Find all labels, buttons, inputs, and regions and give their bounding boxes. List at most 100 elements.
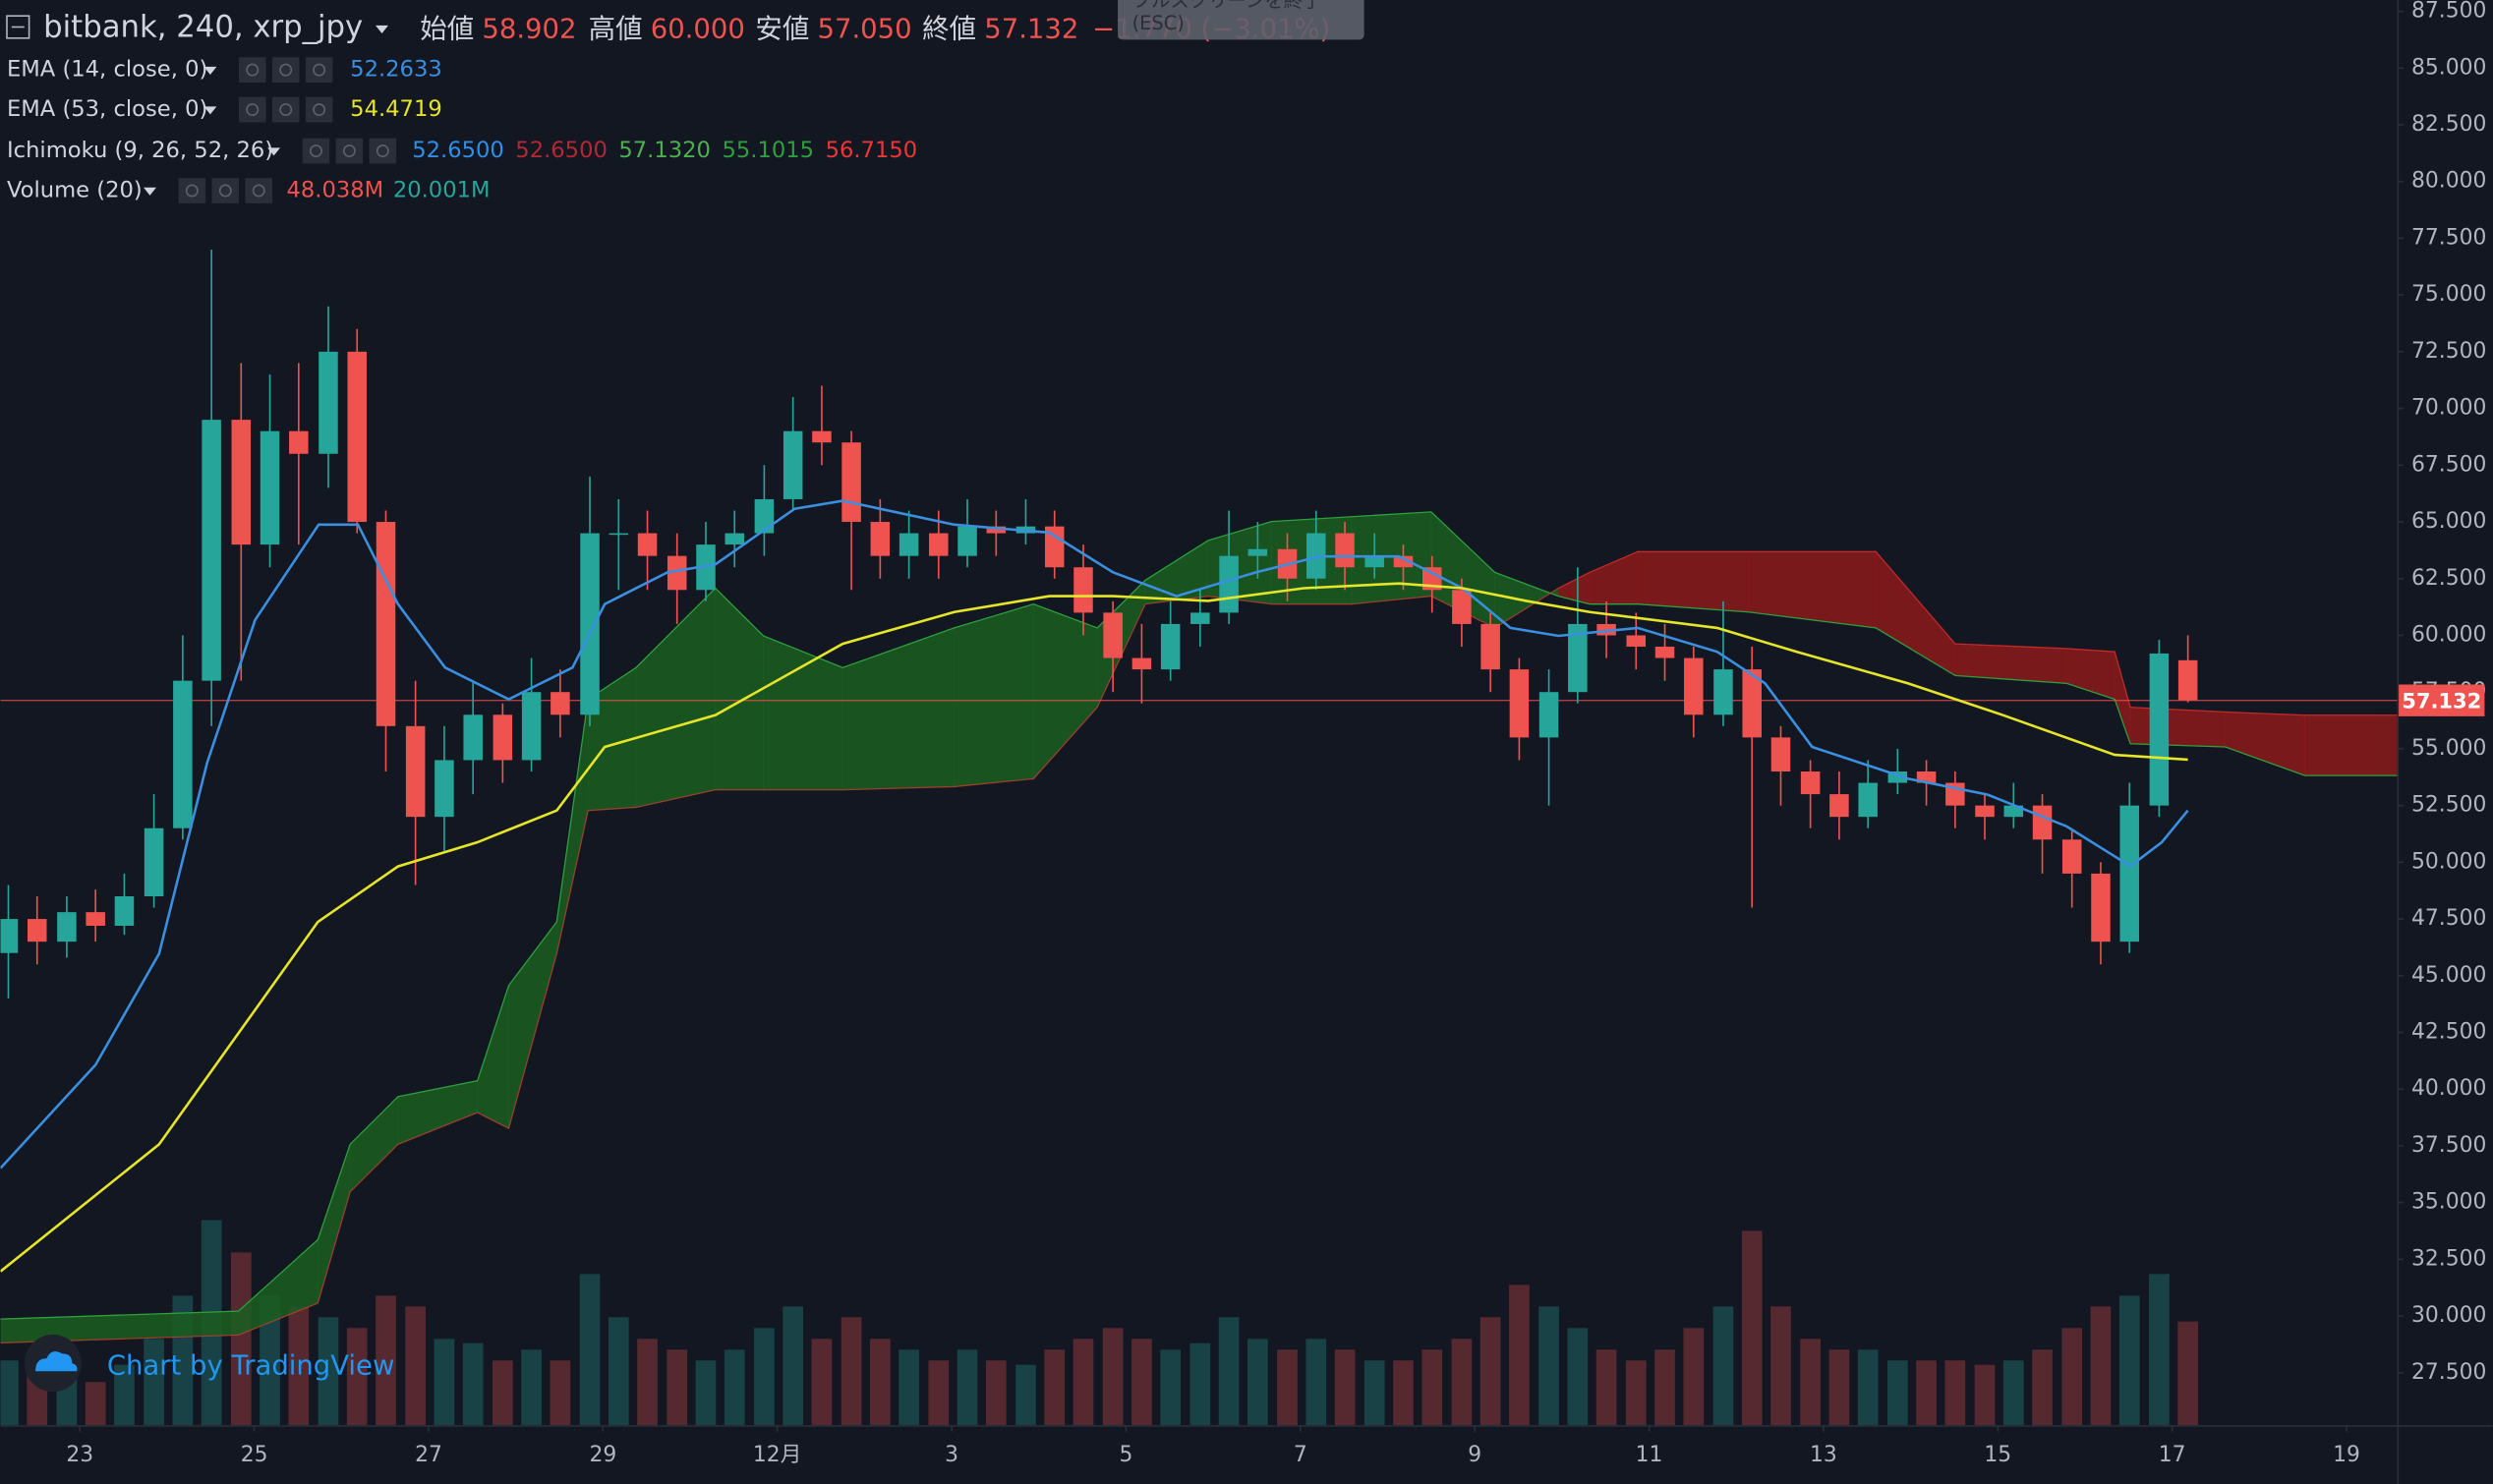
indicator-button[interactable]	[271, 96, 300, 123]
volume-bar	[667, 1349, 688, 1426]
candle-body	[551, 692, 570, 715]
dropdown-arrow[interactable]	[144, 187, 156, 196]
indicator-button[interactable]	[245, 178, 272, 203]
y-tick-label: 52.500	[2411, 793, 2486, 818]
indicator-value: 20.001M	[393, 178, 491, 203]
candle-body	[1538, 692, 1559, 738]
collapse-button[interactable]	[6, 15, 30, 39]
candle-body	[1219, 555, 1239, 613]
indicator-name: Ichimoku (9, 26, 52, 26)	[7, 138, 273, 163]
last-price-box	[2399, 684, 2485, 716]
candle-body	[493, 714, 513, 761]
candle-body	[1044, 526, 1065, 568]
indicator-button-icon	[376, 144, 389, 158]
cloud-segment	[2303, 714, 2398, 776]
candle-body	[347, 351, 367, 523]
volume-bar	[811, 1339, 833, 1426]
candle-body	[202, 420, 221, 681]
volume-bar	[1712, 1306, 1734, 1426]
candle-body	[0, 919, 19, 953]
x-tick-label: 7	[1294, 1443, 1307, 1467]
volume-bar	[1595, 1349, 1617, 1426]
indicator-value: 52.6500	[515, 138, 608, 163]
candle-body	[725, 533, 744, 545]
indicator-button[interactable]	[239, 96, 266, 123]
volume-bar	[318, 1317, 339, 1426]
volume-bar	[928, 1360, 950, 1426]
y-tick-label: 40.000	[2411, 1076, 2486, 1101]
candle-body	[1364, 555, 1384, 568]
indicator-button[interactable]	[239, 57, 266, 84]
volume-bar	[1974, 1364, 1996, 1426]
candle-body	[2119, 805, 2139, 942]
candle-body	[957, 526, 977, 556]
volume-bar	[1421, 1349, 1443, 1426]
indicator-name: EMA (14, close, 0)	[7, 57, 207, 83]
y-tick-label: 35.000	[2411, 1190, 2486, 1215]
indicator-button[interactable]	[369, 138, 397, 164]
candle-body	[609, 533, 629, 536]
candle-body	[1509, 669, 1530, 738]
ohlc-name: 終値	[922, 14, 976, 45]
volume-bar	[870, 1339, 891, 1426]
candle-body	[870, 522, 891, 556]
indicator-button-icon	[246, 103, 260, 117]
tooltip-box	[1118, 0, 1364, 40]
volume-bar	[1073, 1339, 1094, 1426]
ohlc-name: 安値	[755, 14, 809, 45]
ohlc-value: 60.000	[651, 14, 745, 45]
volume-bar	[1218, 1317, 1240, 1426]
volume-bar	[288, 1306, 310, 1426]
candle-body	[1916, 771, 1937, 783]
candle-body	[173, 680, 193, 828]
tooltip-text: フルスクリーンを終了	[1132, 0, 1322, 12]
candle-body	[1452, 590, 1472, 624]
x-tick-label: 25	[241, 1443, 268, 1467]
indicator-button[interactable]	[305, 57, 333, 84]
volume-bar	[985, 1360, 1007, 1426]
x-tick-label: 11	[1636, 1443, 1663, 1467]
indicator-value: 52.6500	[412, 138, 504, 163]
volume-bar	[114, 1364, 135, 1426]
volume-bar	[1654, 1349, 1675, 1426]
y-tick-label: 27.500	[2411, 1360, 2486, 1385]
indicator-button[interactable]	[302, 138, 330, 164]
indicator-button[interactable]	[305, 96, 333, 123]
indicator-button[interactable]	[271, 57, 300, 84]
volume-bar	[1189, 1342, 1211, 1426]
y-tick-label: 45.000	[2411, 963, 2486, 988]
indicator-button[interactable]	[178, 178, 206, 203]
dropdown-arrow[interactable]	[267, 147, 281, 156]
y-tick-label: 70.000	[2411, 396, 2486, 421]
volume-bar	[579, 1274, 601, 1426]
dropdown-arrow[interactable]	[203, 106, 217, 115]
indicator-button[interactable]	[211, 178, 240, 203]
indicator-name: Volume (20)	[7, 178, 143, 203]
volume-bar	[230, 1252, 252, 1426]
indicator-value: 52.2633	[350, 57, 442, 83]
tooltip-text: (ESC)	[1132, 12, 1185, 34]
indicator-name: EMA (53, close, 0)	[7, 96, 207, 122]
indicator-button-icon	[342, 144, 356, 158]
volume-bar	[1015, 1364, 1036, 1426]
x-tick-label: 5	[1120, 1443, 1133, 1467]
candle-body	[27, 919, 47, 942]
candle-body	[1742, 669, 1762, 738]
y-tick-label: 37.500	[2411, 1133, 2486, 1158]
volume-bar	[1131, 1339, 1152, 1426]
candle-body	[2177, 659, 2198, 701]
watermark-logo	[24, 1335, 82, 1393]
candle-body	[1480, 623, 1500, 670]
y-tick-label: 85.000	[2411, 55, 2486, 80]
dropdown-arrow[interactable]	[376, 25, 388, 33]
indicator-button-icon	[218, 184, 232, 198]
x-tick-label: 15	[1984, 1443, 2011, 1467]
volume-bar	[1857, 1349, 1879, 1426]
dropdown-arrow[interactable]	[203, 66, 217, 75]
indicator-button[interactable]	[335, 138, 364, 164]
candle-body	[1975, 805, 1995, 818]
volume-bar	[841, 1317, 862, 1426]
y-tick-label: 77.500	[2411, 225, 2486, 250]
volume-bar	[1567, 1328, 1589, 1426]
candle-body	[754, 498, 775, 534]
